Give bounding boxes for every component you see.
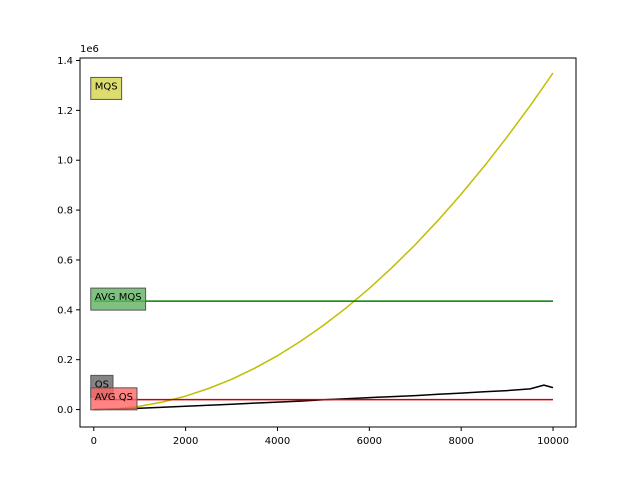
y-tick-label: 0.0 — [57, 405, 73, 416]
y-offset-label: 1e6 — [80, 44, 99, 55]
y-axis: 0.0 0.2 0.4 0.6 0.8 1.0 1.2 1.4 — [57, 56, 80, 416]
annotation-layer: MQS AVG MQS QS AVG QS — [90, 76, 147, 411]
x-tick-label: 8000 — [448, 436, 473, 447]
annotation-box — [90, 76, 123, 100]
x-tick-label: 10000 — [537, 436, 569, 447]
x-tick-label: 4000 — [265, 436, 290, 447]
annotation-box — [90, 287, 147, 311]
y-tick-label: 1.0 — [57, 156, 73, 167]
x-tick-label: 6000 — [357, 436, 382, 447]
annotation-label: MQS — [95, 81, 118, 92]
x-axis: 0 2000 4000 6000 8000 10000 — [91, 427, 569, 447]
annotation-1: MQS — [90, 76, 123, 100]
series-layer — [93, 72, 554, 411]
annotation-2: AVG MQS — [90, 287, 147, 311]
y-tick-label: 0.8 — [57, 206, 73, 217]
annotation-label: QS — [95, 379, 109, 390]
x-tick-label: 2000 — [173, 436, 198, 447]
y-tick-label: 0.2 — [57, 355, 73, 366]
annotation-label: AVG MQS — [95, 292, 142, 303]
annotation-label: AVG QS — [95, 392, 133, 403]
y-tick-label: 0.4 — [57, 305, 73, 316]
y-tick-label: 1.4 — [57, 56, 73, 67]
axes-frame — [79, 57, 577, 428]
x-tick-label: 0 — [91, 436, 97, 447]
y-tick-label: 1.2 — [57, 106, 73, 117]
y-tick-label: 0.6 — [57, 255, 73, 266]
annotation-box — [90, 387, 138, 411]
annotation-4: AVG QS — [90, 387, 138, 411]
